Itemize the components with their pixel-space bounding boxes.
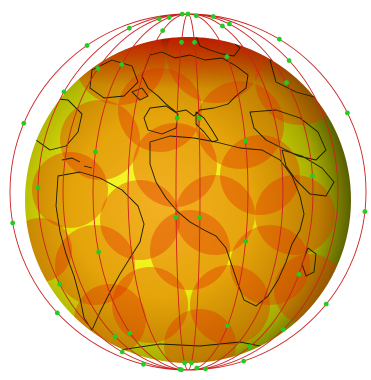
coverage-footprint [196,81,284,169]
satellite [185,11,191,17]
satellite [54,310,60,316]
satellite [179,11,185,17]
coverage-footprint [32,152,108,228]
satellite [323,301,329,307]
north-pole-coverage [25,37,351,100]
satellite [296,271,302,277]
satellite [173,214,179,220]
satellite [84,43,90,48]
antarctic-coast [119,341,271,351]
satellite [160,28,166,33]
satellite [225,323,231,329]
coverage-footprint [112,267,188,343]
satellite [227,21,232,27]
satellite [224,54,230,60]
satellite [284,80,289,85]
satellite [96,249,101,255]
satellites [10,11,368,373]
satellite [127,330,133,336]
coverage-footprint [25,218,72,282]
satellite [179,39,184,45]
satellite [141,361,146,367]
satellite [166,15,172,20]
satellite [179,367,184,373]
satellite [243,138,248,144]
satellite [126,25,132,31]
italy-coast [195,111,219,143]
coverage-footprint [150,210,230,290]
coverage-footprint [133,123,217,207]
africa-coast [149,135,305,307]
europe-coast [141,51,249,117]
coverage-footprint [175,175,255,255]
coverage-footprint [55,225,135,305]
satellite [112,334,118,339]
earth-globe [25,37,351,363]
satellite [247,344,253,349]
satellite [119,62,125,67]
satellite [210,14,216,19]
satellite [193,13,199,19]
satellite [362,209,368,215]
coverage-footprint [190,265,270,345]
satellite [345,110,350,116]
coverage-footprint [164,309,236,363]
satellite [310,173,315,179]
iberia-coast [143,105,179,135]
middle-east-coast [249,109,327,161]
satellite [276,36,282,42]
satellite [156,16,162,22]
satellite [196,115,202,121]
satellite [10,220,16,226]
coverage-footprint [100,180,180,260]
satellite [21,120,27,126]
satellite [280,327,286,332]
satellite [189,360,194,366]
satellite [35,185,41,190]
satellite [241,358,247,364]
satellite [194,365,200,371]
satellite [182,360,188,366]
satellite [61,89,67,95]
satellite [220,23,225,29]
satellite [192,39,197,45]
coverage-footprints [25,37,346,363]
coverage-footprint [230,225,310,305]
satellite [203,366,208,372]
south-america-coast [55,171,145,331]
satellite [243,238,249,244]
satellite [93,149,98,155]
coverage-footprint [60,100,140,180]
satellite [95,66,101,71]
coverage-footprint [220,135,300,215]
greenland-coast [89,59,139,99]
satellite [286,58,292,63]
coverage-footprint [167,37,263,103]
scandinavia-coast [195,37,241,57]
satellite [174,115,180,121]
satellite [197,214,203,220]
arabia-coast [281,149,335,197]
satellite [57,281,63,287]
satellite [119,349,125,355]
